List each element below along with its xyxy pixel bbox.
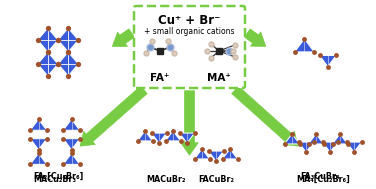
Polygon shape (194, 149, 209, 159)
Polygon shape (179, 133, 194, 143)
Polygon shape (165, 131, 180, 141)
Polygon shape (58, 52, 79, 76)
Text: + small organic cations: + small organic cations (144, 26, 235, 36)
Polygon shape (223, 149, 238, 159)
Polygon shape (63, 119, 80, 130)
Polygon shape (38, 52, 58, 76)
Polygon shape (30, 139, 47, 150)
Polygon shape (30, 119, 47, 130)
FancyBboxPatch shape (134, 6, 245, 88)
Text: FA⁺: FA⁺ (150, 73, 170, 83)
Polygon shape (63, 139, 80, 150)
Text: MACu₂Br₃: MACu₂Br₃ (33, 175, 76, 184)
Polygon shape (285, 134, 300, 144)
Polygon shape (138, 131, 153, 141)
Polygon shape (299, 142, 314, 152)
Text: Cu⁺ + Br⁻: Cu⁺ + Br⁻ (158, 13, 221, 26)
Text: MACuBr₂: MACuBr₂ (146, 175, 186, 184)
Text: MA⁺: MA⁺ (207, 73, 231, 83)
Text: FA₃CuBr₄: FA₃CuBr₄ (300, 172, 340, 181)
Polygon shape (38, 28, 58, 52)
Polygon shape (332, 134, 347, 144)
Polygon shape (63, 153, 80, 164)
Text: MA₄[Cu₂Br₆]: MA₄[Cu₂Br₆] (296, 175, 350, 184)
Text: FACuBr₂: FACuBr₂ (198, 175, 234, 184)
Polygon shape (30, 153, 47, 164)
Text: FA₂[Cu₄Br₆]: FA₂[Cu₄Br₆] (33, 172, 83, 181)
Polygon shape (323, 142, 338, 152)
Polygon shape (347, 142, 361, 152)
Polygon shape (295, 39, 314, 52)
Polygon shape (308, 134, 323, 144)
Polygon shape (58, 28, 79, 52)
Polygon shape (209, 151, 223, 161)
Polygon shape (320, 56, 336, 67)
Polygon shape (152, 133, 167, 143)
